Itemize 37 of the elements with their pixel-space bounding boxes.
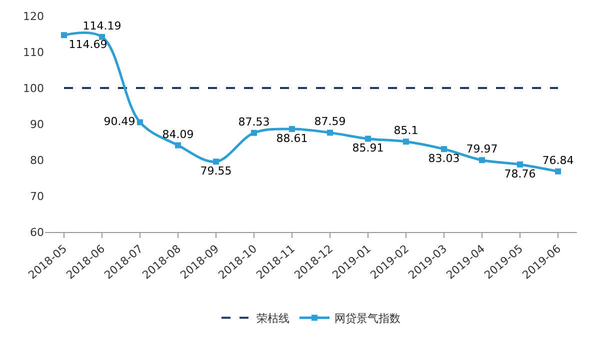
data-label: 88.61 xyxy=(276,132,308,145)
data-label: 85.91 xyxy=(352,142,384,155)
point xyxy=(137,119,143,126)
point xyxy=(213,158,219,165)
point xyxy=(555,168,561,174)
data-label: 114.19 xyxy=(82,19,122,32)
point xyxy=(365,136,371,142)
legend-label: 荣枯线 xyxy=(256,312,290,326)
y-tick-label: 120 xyxy=(23,10,44,23)
legend-label: 网贷景气指数 xyxy=(334,312,400,326)
point xyxy=(479,157,485,164)
data-label: 87.53 xyxy=(238,115,270,128)
data-label: 83.03 xyxy=(428,152,460,166)
point xyxy=(403,138,409,145)
data-label: 114.69 xyxy=(68,38,108,52)
point xyxy=(327,130,333,136)
data-label: 90.49 xyxy=(104,114,136,128)
data-label: 79.55 xyxy=(200,164,232,178)
point xyxy=(61,32,67,38)
point xyxy=(289,126,295,132)
data-label: 76.84 xyxy=(542,154,574,167)
data-label: 87.59 xyxy=(314,115,346,128)
point xyxy=(99,34,105,40)
data-label: 85.1 xyxy=(394,124,418,138)
y-tick-label: 90 xyxy=(30,118,44,131)
y-tick-label: 100 xyxy=(23,82,44,95)
data-label: 79.97 xyxy=(466,142,498,156)
y-tick-label: 80 xyxy=(30,154,44,167)
data-label: 84.09 xyxy=(162,128,194,141)
point xyxy=(251,130,257,136)
y-tick-label: 60 xyxy=(30,226,44,239)
y-tick-label: 110 xyxy=(23,46,44,59)
point xyxy=(175,142,181,148)
y-tick-label: 70 xyxy=(30,190,44,203)
data-label: 78.76 xyxy=(504,167,536,180)
point xyxy=(517,161,523,168)
point xyxy=(441,146,447,152)
